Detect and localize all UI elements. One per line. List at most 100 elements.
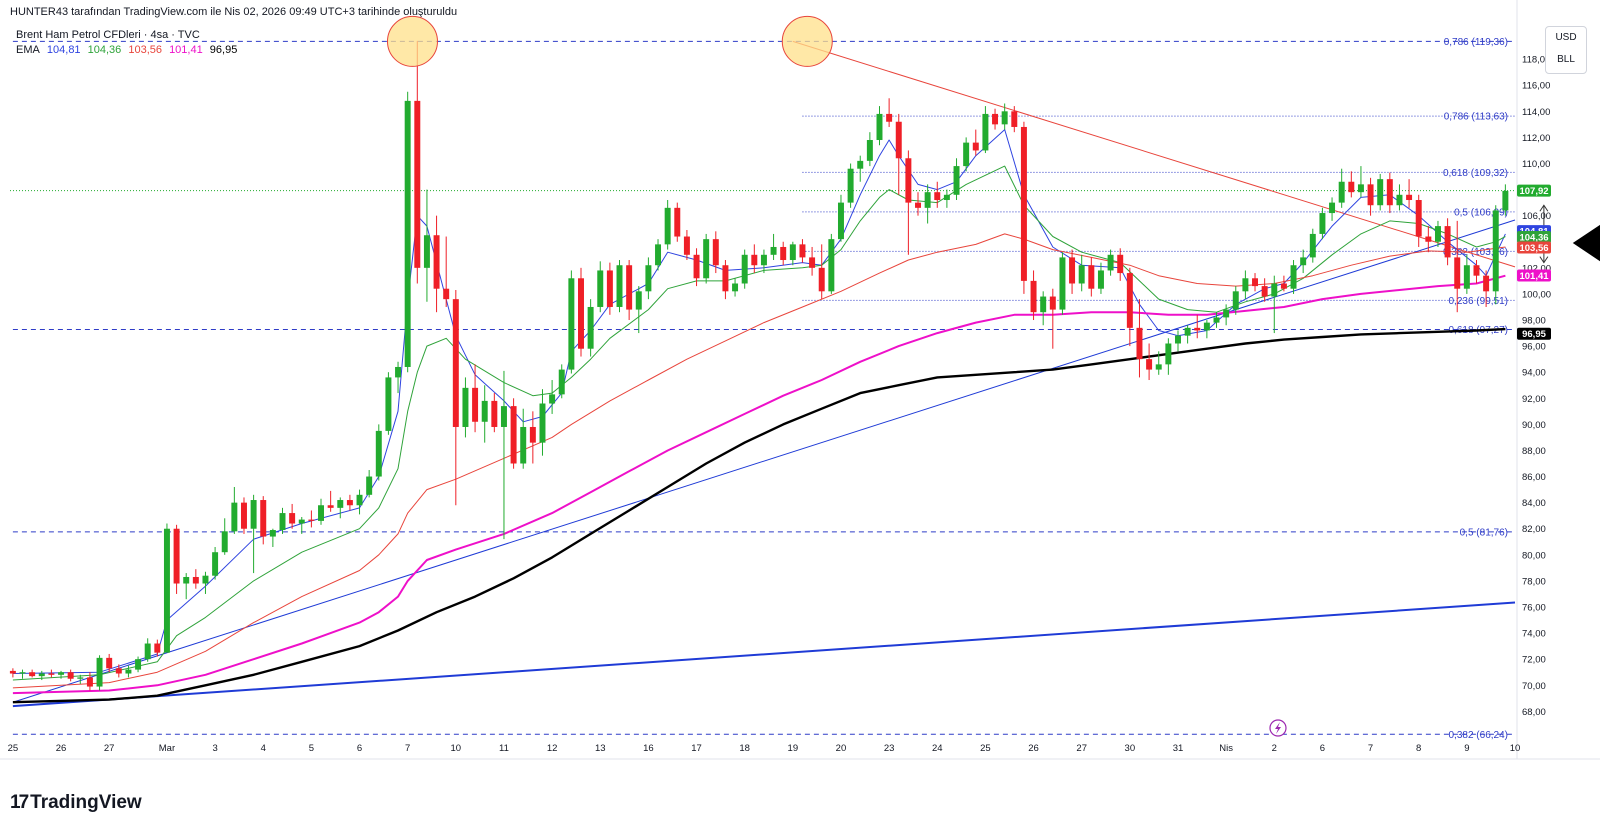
price-axis-tick: 106,00 — [1522, 211, 1551, 222]
candle-body — [231, 502, 238, 532]
candle-body — [1329, 202, 1336, 214]
price-axis-tick: 84,00 — [1522, 498, 1546, 509]
candle-body — [1136, 327, 1143, 360]
candle-body — [963, 142, 970, 167]
time-axis-tick: 18 — [739, 743, 750, 754]
candle-body — [1078, 265, 1085, 284]
candle-body — [1184, 327, 1191, 336]
price-badge-label: 96,95 — [1522, 329, 1546, 340]
price-axis-tick: 96,00 — [1522, 342, 1546, 353]
unit-label: BLL — [1557, 54, 1575, 65]
candle-body — [58, 672, 65, 675]
price-axis-tick: 76,00 — [1522, 602, 1546, 613]
candle-body — [1425, 236, 1432, 242]
time-axis-tick: 25 — [980, 743, 991, 754]
candle-body — [1069, 257, 1076, 284]
ema-value-3: 103,56 — [128, 44, 162, 56]
currency-unit-selector[interactable]: USD BLL — [1545, 26, 1587, 74]
candle-body — [992, 113, 999, 125]
candle-body — [67, 672, 74, 679]
candle-body — [366, 476, 373, 495]
candle-body — [1357, 184, 1364, 193]
price-badge-label: 101,41 — [1519, 271, 1549, 282]
price-axis-tick: 100,00 — [1522, 289, 1551, 300]
measure-arrow-head-top — [1539, 204, 1549, 212]
candle-body — [433, 235, 440, 289]
candle-body — [664, 207, 671, 245]
candle-body — [395, 366, 402, 378]
ema-value-2: 104,36 — [87, 44, 122, 56]
trendline-long-trend[interactable] — [12, 601, 1516, 708]
candle-body — [1463, 265, 1470, 289]
candle-body — [972, 142, 979, 151]
price-axis-tick: 68,00 — [1522, 707, 1546, 718]
candle-body — [125, 669, 132, 674]
candle-body — [1059, 257, 1066, 310]
time-axis-tick: 2 — [1272, 743, 1277, 754]
candle-body — [1223, 309, 1230, 318]
candle-body — [789, 244, 796, 261]
candle-body — [1434, 226, 1441, 242]
trendline-resistance[interactable] — [792, 40, 1516, 268]
candle-body — [337, 500, 344, 508]
price-badge — [1517, 241, 1551, 254]
time-axis-tick: 20 — [836, 743, 847, 754]
price-axis-tick: 88,00 — [1522, 446, 1546, 457]
candle-body — [558, 369, 565, 395]
currency-label: USD — [1555, 32, 1577, 43]
fib-level-label: 0,786 (119,36) — [1444, 37, 1508, 48]
candle-body — [1203, 322, 1210, 331]
candle-body — [549, 394, 556, 404]
time-axis-tick: 8 — [1416, 743, 1421, 754]
fib-level-label: 0,382 (103,26) — [1443, 247, 1508, 258]
price-axis-tick: 74,00 — [1522, 629, 1546, 640]
time-axis-tick: 4 — [261, 743, 266, 754]
tradingview-logo[interactable]: 17 TradingView — [10, 792, 142, 814]
price-badge — [1517, 269, 1551, 282]
symbol-title[interactable]: Brent Ham Petrol CFDleri · 4sa · TVC — [16, 29, 200, 41]
time-axis-tick: 25 — [8, 743, 19, 754]
candle-body — [635, 291, 642, 310]
candle-body — [1194, 327, 1201, 331]
time-axis-tick: 6 — [357, 743, 362, 754]
ema-value-5: 96,95 — [209, 44, 238, 56]
candle-body — [751, 254, 758, 266]
fib-level-label: 0,618 (109,32) — [1443, 168, 1508, 179]
fib-level-label: 0,5 (106,29) — [1454, 207, 1508, 218]
candle-body — [1242, 278, 1249, 292]
candle-body — [289, 513, 296, 524]
time-axis-tick: Mar — [159, 743, 175, 754]
candle-body — [578, 278, 584, 349]
time-axis-tick: 11 — [499, 743, 509, 754]
annotation-arrow[interactable] — [1572, 223, 1600, 263]
candle-body — [48, 673, 55, 675]
candle-body — [1444, 226, 1451, 258]
candle-body — [520, 426, 527, 464]
price-axis-tick: 70,00 — [1522, 681, 1546, 692]
price-badge — [1517, 184, 1551, 197]
trendline-uptrend[interactable] — [12, 219, 1516, 703]
candle-body — [1011, 111, 1018, 127]
candle-body — [1126, 273, 1133, 328]
price-axis-tick: 86,00 — [1522, 472, 1546, 483]
candle-body — [135, 659, 142, 670]
candle-body — [1165, 343, 1172, 365]
candle-body — [1213, 317, 1220, 323]
candle-body — [346, 500, 353, 506]
peak-highlight-circle[interactable] — [386, 15, 438, 67]
candle-body — [1290, 265, 1297, 289]
peak-highlight-circle[interactable] — [781, 15, 833, 67]
candle-body — [1175, 335, 1181, 344]
candle-body — [1348, 181, 1355, 193]
price-badge-label: 103,56 — [1519, 243, 1548, 254]
candle-body — [760, 254, 767, 266]
candle-body — [866, 140, 873, 161]
price-axis-tick: 118,00 — [1522, 55, 1550, 66]
candle-body — [1473, 265, 1480, 276]
candle-body — [481, 400, 488, 422]
ema-legend[interactable]: EMA 104,81 104,36 103,56 101,41 96,95 — [16, 44, 241, 56]
ema-label: EMA — [16, 44, 40, 56]
candle-body — [943, 194, 950, 201]
price-axis-tick: 110,00 — [1522, 159, 1550, 170]
